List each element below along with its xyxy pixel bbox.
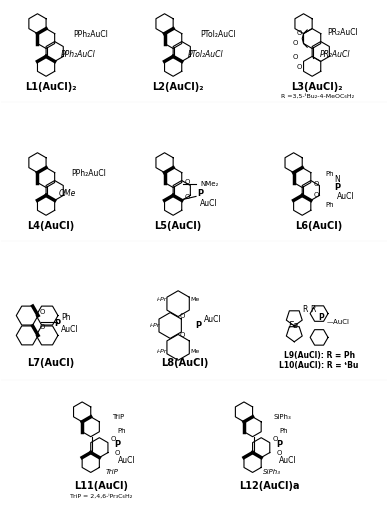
Text: P: P [276, 440, 282, 449]
Text: R: R [303, 305, 308, 314]
Text: Fe: Fe [289, 321, 299, 330]
Text: AuCl: AuCl [61, 325, 79, 334]
Text: Me: Me [191, 297, 199, 302]
Text: P: P [334, 183, 340, 192]
Text: NMe₂: NMe₂ [200, 180, 218, 187]
Text: O: O [179, 313, 185, 318]
Text: PTol₂AuCl: PTol₂AuCl [188, 50, 223, 59]
Text: AuCl: AuCl [337, 192, 355, 201]
Text: i-Pr: i-Pr [157, 297, 167, 302]
Text: PTol₂AuCl: PTol₂AuCl [200, 30, 236, 39]
Text: O: O [293, 39, 298, 45]
Text: SiPh₃: SiPh₃ [274, 414, 291, 420]
Text: L6(AuCl): L6(AuCl) [296, 221, 343, 231]
Text: O: O [314, 180, 319, 187]
Text: O: O [296, 30, 302, 36]
Text: PR₂AuCl: PR₂AuCl [320, 50, 351, 59]
Text: L5(AuCl): L5(AuCl) [154, 221, 202, 231]
Text: TriP = 2,4,6-ⁱPr₃C₆H₂: TriP = 2,4,6-ⁱPr₃C₆H₂ [69, 494, 132, 499]
Text: P: P [54, 319, 60, 328]
Text: O: O [314, 193, 319, 198]
Text: O: O [293, 55, 298, 60]
Text: TriP: TriP [106, 470, 118, 475]
Text: AuCl: AuCl [200, 199, 218, 208]
Text: TriP: TriP [112, 414, 124, 420]
Text: P: P [195, 321, 201, 330]
Text: O: O [40, 309, 45, 315]
Text: L3(AuCl)₂: L3(AuCl)₂ [291, 82, 343, 92]
Text: N: N [334, 175, 340, 184]
Text: Ph: Ph [325, 171, 334, 177]
Text: R =3,5-ᵗBu₂-4-MeOC₆H₂: R =3,5-ᵗBu₂-4-MeOC₆H₂ [281, 94, 354, 99]
Text: O: O [179, 333, 185, 338]
Text: L10(AuCl): R = ᵗBu: L10(AuCl): R = ᵗBu [279, 361, 359, 370]
Text: Ph: Ph [61, 313, 71, 322]
Text: Ph: Ph [279, 428, 288, 434]
Text: —AuCl: —AuCl [327, 318, 350, 324]
Text: L9(AuCl): R = Ph: L9(AuCl): R = Ph [284, 351, 355, 360]
Text: i-Pr: i-Pr [157, 349, 167, 354]
Text: Ph: Ph [325, 202, 334, 208]
Text: Me: Me [191, 349, 199, 354]
Text: OMe: OMe [59, 189, 76, 198]
Text: L12(AuCl)a: L12(AuCl)a [239, 481, 300, 492]
Text: L2(AuCl)₂: L2(AuCl)₂ [152, 82, 204, 92]
Text: AuCl: AuCl [204, 315, 222, 324]
Text: SiPh₃: SiPh₃ [263, 470, 281, 475]
Text: P: P [114, 440, 121, 449]
Text: PPh₂AuCl: PPh₂AuCl [61, 50, 96, 59]
Text: L4(AuCl): L4(AuCl) [28, 221, 74, 231]
Text: O: O [40, 324, 45, 331]
Text: O: O [296, 64, 302, 71]
Text: L11(AuCl): L11(AuCl) [74, 481, 128, 492]
Text: L8(AuCl): L8(AuCl) [161, 358, 209, 368]
Text: L7(AuCl): L7(AuCl) [28, 358, 74, 368]
Text: PR₂AuCl: PR₂AuCl [327, 28, 358, 37]
Text: R: R [310, 305, 316, 314]
Text: P: P [318, 313, 324, 322]
Text: Ph: Ph [118, 428, 126, 434]
Text: i-Pr: i-Pr [150, 323, 161, 328]
Text: AuCl: AuCl [279, 456, 297, 465]
Text: O: O [277, 450, 282, 456]
Text: AuCl: AuCl [118, 456, 135, 465]
Text: P: P [197, 189, 203, 198]
Text: L1(AuCl)₂: L1(AuCl)₂ [25, 82, 77, 92]
Text: O: O [111, 436, 116, 442]
Text: PPh₂AuCl: PPh₂AuCl [73, 30, 108, 39]
Text: O: O [184, 178, 190, 184]
Text: PPh₂AuCl: PPh₂AuCl [71, 169, 106, 178]
Text: O: O [115, 450, 120, 456]
Text: O: O [273, 436, 278, 442]
Text: O: O [184, 194, 190, 200]
